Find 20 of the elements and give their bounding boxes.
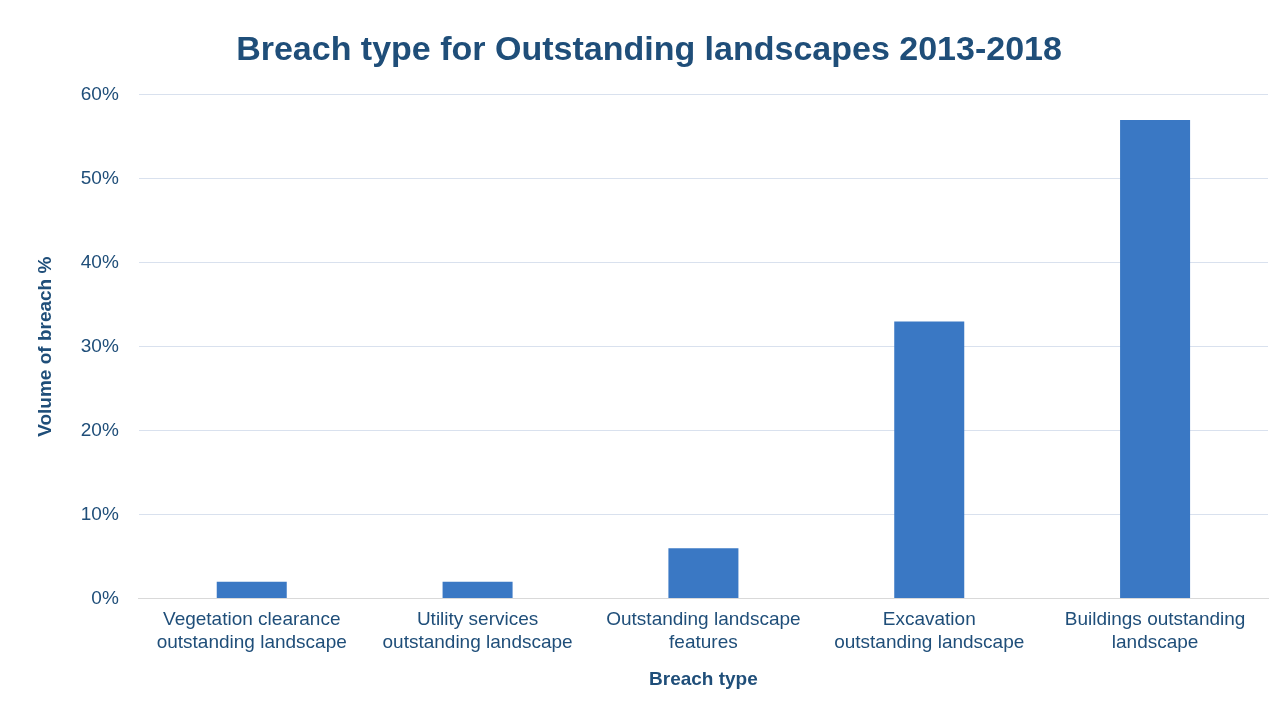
y-tick-label: 30% [80,334,119,356]
y-tick-label: 40% [80,250,119,272]
y-tick-label: 20% [80,418,119,440]
y-tick-label: 60% [80,83,119,105]
y-tick-label: 10% [80,502,119,524]
y-tick-label: 0% [91,586,119,608]
bar [216,581,287,599]
bar [442,581,513,599]
chart-title: Breach type for Outstanding landscapes 2013-2018 [236,28,1062,67]
bar [1120,119,1191,599]
bar [894,321,965,599]
x-tick-label: Utility services outstanding landscape [382,608,573,653]
x-tick-label: Vegetation clearance outstanding landscape [156,608,347,653]
x-tick-label: Outstanding landscape features [606,608,801,653]
y-tick-label: 50% [80,167,119,188]
x-tick-label: Excavation outstanding landscape [834,608,1025,653]
bar [668,548,739,599]
x-tick-label: Buildings outstanding landscape [1064,608,1246,653]
x-axis-title: Breach type [649,667,758,689]
y-axis-title: Volume of breach % [33,256,55,437]
